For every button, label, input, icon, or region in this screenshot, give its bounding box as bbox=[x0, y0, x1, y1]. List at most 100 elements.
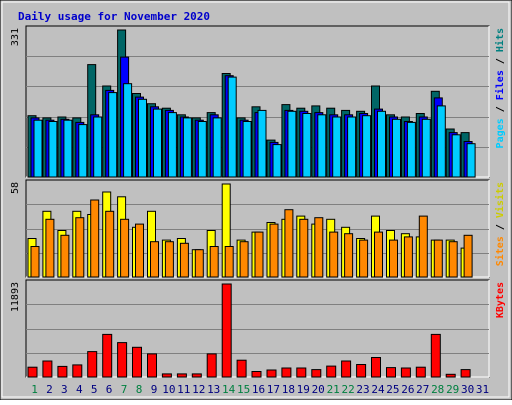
bar-sites-day-8 bbox=[135, 223, 144, 278]
series-side-label-part: Files bbox=[494, 70, 506, 100]
y-max-label: 11893 bbox=[10, 282, 21, 312]
bar-sites-day-14 bbox=[224, 246, 234, 278]
bar-pages-day-22 bbox=[347, 116, 357, 178]
series-side-label-part: Visits bbox=[494, 182, 506, 218]
bar-sites-day-6 bbox=[105, 210, 115, 278]
bar-kbytes-day-25 bbox=[386, 367, 396, 378]
bar-sites-day-1 bbox=[30, 246, 40, 278]
x-axis-labels: 1 2 3 4 5 6 7 8 9 10 11 12 13 14 15 16 17 18 19 20 21 22 23 24 2… bbox=[31, 383, 489, 396]
bar-pages-day-25 bbox=[392, 118, 401, 178]
x-tick-label-day-20: 20 bbox=[312, 383, 325, 396]
bar-pages-day-14 bbox=[227, 76, 237, 178]
chart-title: Daily usage for November 2020 bbox=[18, 10, 210, 23]
x-tick-label-day-12: 12 bbox=[192, 383, 205, 396]
x-tick-label-day-11: 11 bbox=[177, 383, 190, 396]
bar-sites-day-30 bbox=[463, 234, 473, 278]
bar-sites-day-4 bbox=[75, 217, 85, 278]
series-side-label-part: Pages bbox=[495, 118, 506, 148]
bar-kbytes-day-28 bbox=[430, 333, 441, 378]
bar-pages-day-15 bbox=[242, 121, 252, 178]
x-tick-label-day-9: 9 bbox=[151, 383, 158, 396]
bar-kbytes-day-15 bbox=[236, 359, 247, 378]
chart-panels: 331 Pages / Files / Hits 58 Sites / Visits 1… bbox=[10, 25, 506, 378]
bar-sites-day-10 bbox=[164, 241, 174, 278]
bar-sites-day-13 bbox=[209, 246, 219, 278]
x-tick-label-day-22: 22 bbox=[341, 383, 354, 396]
x-tick-label-day-18: 18 bbox=[282, 383, 295, 396]
bar-pages-day-19 bbox=[302, 113, 312, 178]
series-kbytes bbox=[27, 283, 471, 378]
bar-kbytes-day-12 bbox=[191, 373, 202, 378]
bar-kbytes-day-8 bbox=[132, 346, 142, 378]
bar-kbytes-day-20 bbox=[311, 369, 322, 378]
bar-pages-day-1 bbox=[33, 119, 43, 178]
bar-kbytes-day-16 bbox=[251, 371, 262, 378]
bar-sites-day-29 bbox=[448, 241, 458, 278]
x-tick-label-day-30: 30 bbox=[461, 383, 474, 396]
x-tick-label-day-4: 4 bbox=[76, 383, 83, 396]
series-sites bbox=[30, 199, 473, 278]
bar-pages-day-30 bbox=[466, 143, 476, 178]
bar-sites-day-19 bbox=[299, 218, 309, 278]
bar-pages-day-12 bbox=[197, 121, 207, 178]
x-tick-label-day-19: 19 bbox=[297, 383, 310, 396]
x-tick-label-day-29: 29 bbox=[446, 383, 459, 396]
bar-kbytes-day-27 bbox=[415, 366, 426, 378]
bar-kbytes-day-6 bbox=[102, 333, 113, 378]
bar-pages-day-11 bbox=[182, 117, 192, 178]
x-tick-label-day-26: 26 bbox=[401, 383, 414, 396]
x-tick-label-day-24: 24 bbox=[371, 383, 385, 396]
bar-pages-day-9 bbox=[153, 108, 162, 178]
bar-pages-day-8 bbox=[138, 98, 147, 178]
bar-sites-day-18 bbox=[284, 209, 294, 278]
bar-kbytes-day-13 bbox=[206, 353, 217, 378]
bar-kbytes-day-11 bbox=[176, 373, 187, 378]
x-tick-label-day-16: 16 bbox=[252, 383, 265, 396]
bar-pages-day-23 bbox=[362, 115, 372, 178]
bar-sites-day-17 bbox=[269, 223, 279, 278]
bar-kbytes-day-18 bbox=[281, 367, 292, 378]
bar-sites-day-26 bbox=[403, 236, 413, 278]
bar-pages-day-27 bbox=[421, 118, 431, 178]
bar-pages-day-26 bbox=[406, 121, 416, 178]
x-tick-label-day-28: 28 bbox=[431, 383, 444, 396]
bar-sites-day-28 bbox=[433, 239, 443, 278]
series-side-label-part: Sites bbox=[494, 236, 506, 266]
bar-sites-day-22 bbox=[344, 233, 354, 278]
bar-sites-day-16 bbox=[254, 231, 264, 278]
bar-pages-day-6 bbox=[108, 92, 118, 178]
bar-pages-day-20 bbox=[317, 114, 327, 178]
bar-pages-day-2 bbox=[48, 121, 58, 178]
bar-sites-day-9 bbox=[150, 241, 159, 278]
bar-kbytes-day-17 bbox=[266, 369, 277, 378]
bar-sites-day-3 bbox=[60, 234, 70, 278]
bar-kbytes-day-10 bbox=[161, 373, 172, 378]
series-side-label-part: KBytes bbox=[495, 282, 506, 318]
series-side-label: KBytes bbox=[495, 282, 506, 318]
bar-kbytes-day-2 bbox=[42, 360, 53, 378]
bar-pages-day-10 bbox=[167, 112, 177, 178]
bar-sites-day-20 bbox=[314, 217, 324, 278]
bar-sites-day-2 bbox=[45, 218, 55, 278]
bar-kbytes-day-5 bbox=[87, 351, 98, 378]
panel-hits-files-pages: 331 Pages / Files / Hits bbox=[10, 25, 506, 178]
bar-kbytes-day-29 bbox=[445, 373, 456, 378]
panel-kbytes: 11893 KBytes bbox=[10, 279, 506, 378]
bar-kbytes-day-23 bbox=[356, 364, 367, 378]
x-tick-label-day-31: 31 bbox=[476, 383, 489, 396]
x-tick-label-day-3: 3 bbox=[61, 383, 68, 396]
bar-sites-day-7 bbox=[120, 218, 130, 278]
series-side-label-part: / bbox=[495, 218, 506, 236]
bar-pages-day-13 bbox=[212, 117, 222, 178]
x-tick-label-day-1: 1 bbox=[31, 383, 38, 396]
x-tick-label-day-23: 23 bbox=[356, 383, 369, 396]
chart-frame-inner bbox=[1, 1, 510, 398]
x-tick-label-day-8: 8 bbox=[136, 383, 143, 396]
series-side-label: Sites / Visits bbox=[494, 182, 506, 266]
x-tick-label-day-5: 5 bbox=[91, 383, 98, 396]
bar-sites-day-27 bbox=[418, 215, 428, 278]
bar-kbytes-day-30 bbox=[460, 369, 471, 378]
bar-pages-day-21 bbox=[332, 116, 342, 178]
bar-sites-day-23 bbox=[359, 239, 369, 278]
